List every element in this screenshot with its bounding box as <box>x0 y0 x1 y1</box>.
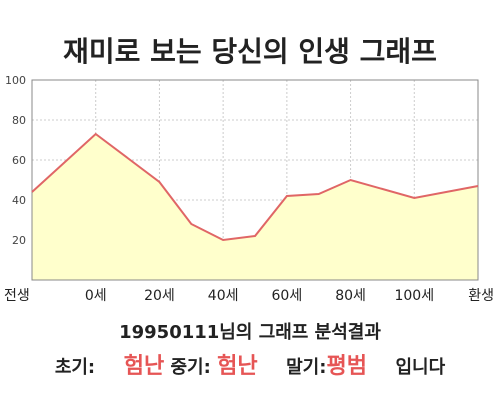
x-tick-label: 60세 <box>272 288 303 304</box>
plot-frame <box>31 79 479 281</box>
x-tick-label: 전생 <box>4 288 30 304</box>
late-label: 말기: <box>286 357 327 378</box>
early-value: 험난 <box>123 354 165 379</box>
suffix-text: 입니다 <box>395 357 446 378</box>
x-tick-label: 환생 <box>468 288 494 304</box>
y-tick-label: 40 <box>12 194 26 207</box>
y-tick-label: 100 <box>5 74 26 87</box>
late-value: 평범 <box>326 354 367 379</box>
x-tick-label: 100세 <box>394 288 434 304</box>
early-label: 초기: <box>54 357 96 378</box>
middle-label: 중기: <box>170 357 211 378</box>
y-tick-label: 60 <box>12 154 26 167</box>
analysis-result: 초기: 험난 중기: 험난 말기:평범 입니다 <box>0 348 500 380</box>
x-tick-labels: 전생 0세 20세 40세 60세 80세 100세 환생 <box>4 288 494 304</box>
series-line <box>31 132 479 242</box>
y-tick-labels: 20 40 60 80 100 <box>5 74 26 247</box>
x-tick-label: 0세 <box>85 288 107 304</box>
y-tick-label: 20 <box>12 234 26 247</box>
life-graph-chart: 20 40 60 80 100 전생 0세 20세 40세 60세 80세 100세 환생 <box>4 74 494 304</box>
x-tick-label: 80세 <box>335 288 366 304</box>
y-tick-label: 80 <box>12 114 26 127</box>
middle-value: 험난 <box>217 354 258 379</box>
x-tick-label: 20세 <box>144 288 175 304</box>
chart-title: 재미로 보는 당신의 인생 그래프 <box>63 35 437 68</box>
analysis-title: 19950111님의 그래프 분석결과 <box>119 322 381 343</box>
x-tick-label: 40세 <box>208 288 239 304</box>
